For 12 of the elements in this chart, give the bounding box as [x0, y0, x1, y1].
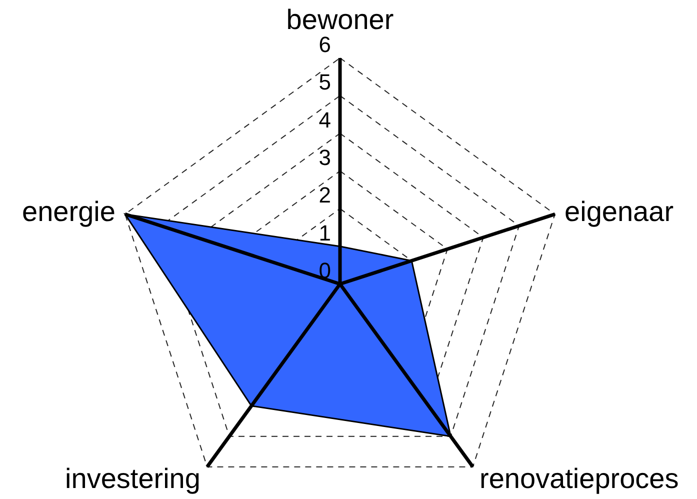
y-tick-label: 6	[318, 32, 331, 57]
spoke-label: investering	[65, 462, 200, 494]
y-tick-label: 2	[318, 182, 331, 208]
y-tick-label: 5	[318, 70, 331, 95]
spoke-label: energie	[22, 196, 116, 228]
y-tick-label: 4	[318, 107, 331, 132]
spoke-label: bewoner	[286, 4, 394, 35]
spoke-label: eigenaar	[564, 196, 674, 228]
y-tick-label: 0	[318, 258, 331, 283]
y-tick-label: 3	[318, 145, 331, 170]
y-tick-label: 1	[318, 220, 331, 246]
spoke-label: renovatieproces	[480, 462, 679, 494]
